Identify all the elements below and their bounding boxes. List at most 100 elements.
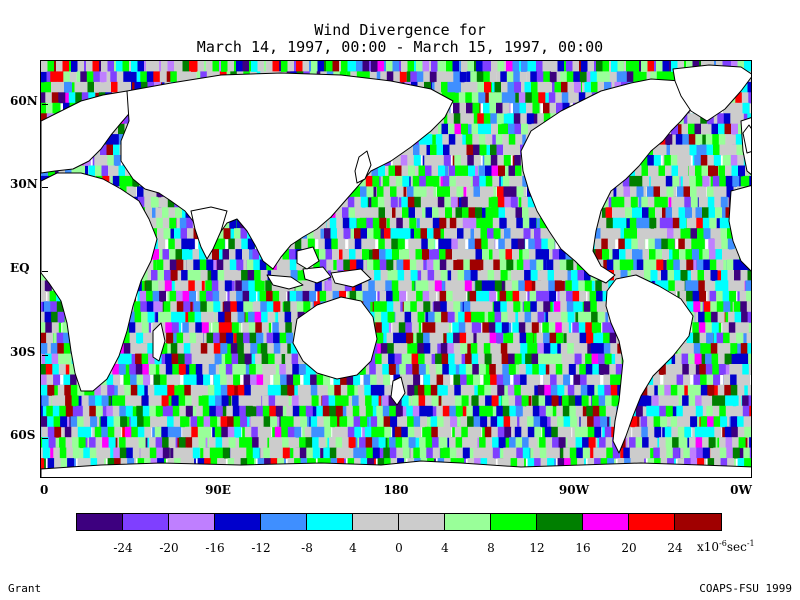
swath-cell (146, 61, 153, 72)
swath-cell (93, 71, 100, 82)
swath-cell (52, 395, 59, 406)
swath-cell (49, 437, 56, 448)
swath-cell (111, 82, 118, 93)
swath-cell (51, 82, 58, 93)
swath-cell (50, 301, 57, 312)
swath-cell (72, 395, 79, 406)
swath-cell (59, 364, 66, 375)
swath-cell (78, 61, 85, 72)
swath-cell (107, 155, 114, 166)
swath-cell (69, 92, 76, 103)
swath-cell (45, 312, 52, 323)
swath-cell (81, 82, 88, 93)
swath-cell (47, 416, 54, 427)
swath-cell (46, 333, 53, 344)
swath-cell (41, 61, 48, 72)
swath-cell (45, 82, 52, 93)
swath-cell (175, 207, 182, 218)
swath-cell (64, 375, 71, 386)
swath-cell (44, 301, 51, 312)
swath-cell (162, 207, 169, 218)
swath-cell (93, 61, 100, 72)
swath-cell (94, 155, 101, 166)
swath-cell (64, 385, 71, 396)
swath-cell (57, 343, 64, 354)
swath-cell (48, 61, 55, 72)
swath-cell (110, 71, 117, 82)
swath-cell (54, 416, 61, 427)
swath-cell (41, 385, 48, 396)
swath-cell (95, 166, 102, 177)
swath-cell (41, 416, 48, 427)
swath-cell (58, 354, 65, 365)
swath-cell (158, 239, 165, 250)
swath-cell (60, 416, 67, 427)
swath-cell (168, 61, 175, 72)
swath-cell (42, 395, 49, 406)
swath-cell (41, 280, 45, 291)
swath-cell (41, 71, 47, 82)
swath-cell (64, 82, 71, 93)
swath-cell (52, 322, 59, 333)
swath-cell (251, 61, 258, 72)
swath-cell (58, 82, 65, 93)
swath-cell (52, 354, 59, 365)
swath-cell (89, 166, 96, 177)
swath-cell (57, 333, 64, 344)
swath-cell (221, 61, 228, 72)
swath-cell (160, 71, 167, 82)
swath-cell (54, 427, 61, 438)
swath-cell (94, 82, 101, 93)
swath-cell (51, 312, 58, 323)
swath-cell (51, 343, 58, 354)
swath-cell (58, 92, 65, 103)
swath-cell (116, 61, 123, 72)
swath-cell (151, 197, 158, 208)
swath-cell (156, 207, 163, 218)
swath-cell (41, 343, 47, 354)
swath-cell (101, 61, 108, 72)
swath-cell (88, 82, 95, 93)
swath-cell (47, 385, 54, 396)
swath-cell (70, 71, 77, 82)
swath-cell (100, 71, 107, 82)
swath-cell (119, 166, 126, 177)
swath-cell (228, 61, 235, 72)
swath-cell (131, 61, 138, 72)
swath-cell (117, 71, 124, 82)
chart-subtitle: March 14, 1997, 00:00 - March 15, 1997, … (0, 39, 800, 55)
swath-cell (57, 71, 64, 82)
swath-cell (114, 155, 121, 166)
swath-cell (157, 228, 164, 239)
swath-cell (52, 364, 59, 375)
swath-cell (191, 61, 198, 72)
swath-cell (41, 92, 46, 103)
swath-cell (80, 71, 87, 82)
swath-cell (138, 61, 145, 72)
swath-cell (46, 406, 53, 417)
swath-cell (52, 92, 59, 103)
swath-cell (63, 71, 70, 82)
swath-cell (59, 395, 66, 406)
swath-cell (107, 145, 114, 156)
swath-cell (71, 61, 78, 72)
swath-cell (153, 71, 160, 82)
swath-cell (50, 71, 57, 82)
swath-cell (108, 61, 115, 72)
swath-cell (137, 186, 144, 197)
swath-cell (213, 61, 220, 72)
swath-cell (183, 61, 190, 72)
swath-cell (41, 375, 47, 386)
swath-cell (56, 61, 63, 72)
swath-cell (41, 312, 45, 323)
swath-cell (75, 82, 82, 93)
swath-cell (258, 61, 265, 72)
swath-cell (144, 197, 151, 208)
swath-cell (41, 322, 46, 333)
swath-cell (123, 71, 130, 82)
swath-cell (169, 218, 176, 229)
swath-cell (48, 427, 55, 438)
swath-cell (102, 166, 109, 177)
swath-cell (65, 354, 72, 365)
swath-cell (41, 333, 47, 344)
